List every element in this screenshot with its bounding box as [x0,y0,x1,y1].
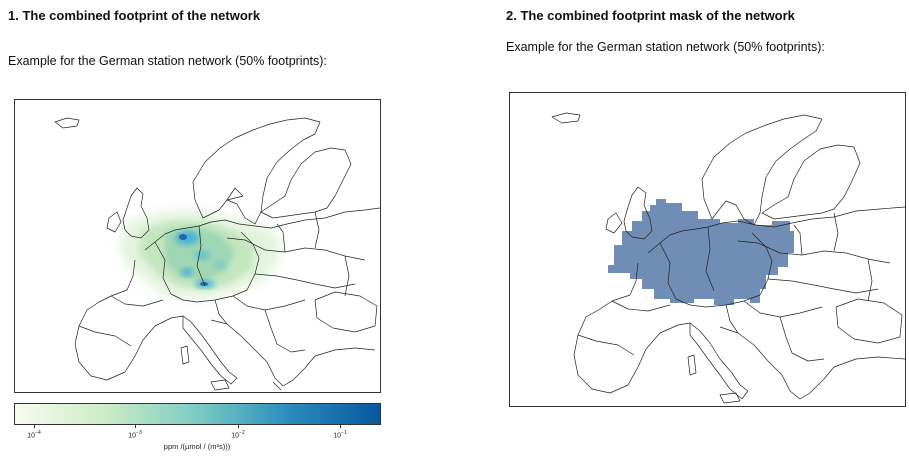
colorbar-label: ppm /(µmol / (m²s))) [163,442,231,451]
coastlines-and-borders [54,117,380,391]
right-heading: 2. The combined footprint mask of the ne… [506,8,795,23]
colorbar-tick [238,424,239,428]
footprint-mask [608,199,794,305]
left-caption: Example for the German station network (… [8,54,327,68]
footprint-mask-map [509,92,906,407]
colorbar-tick [340,424,341,428]
left-heading: 1. The combined footprint of the network [8,8,261,23]
colorbar-tick [34,424,35,428]
coastlines-and-borders [551,112,905,404]
colorbar-tick-label: 10−4 [27,430,41,440]
colorbar-tick-label: 10−2 [231,430,245,440]
colorbar-tick-label: 10−1 [333,430,347,440]
footprint-mask-map-svg [551,112,905,404]
colorbar [14,403,381,425]
colorbar-tick [135,424,136,428]
colorbar-tick-label: 10−3 [128,430,142,440]
right-caption: Example for the German station network (… [506,40,825,54]
footprint-map [14,99,381,393]
footprint-map-svg [54,117,380,391]
footprint-field [119,210,280,298]
